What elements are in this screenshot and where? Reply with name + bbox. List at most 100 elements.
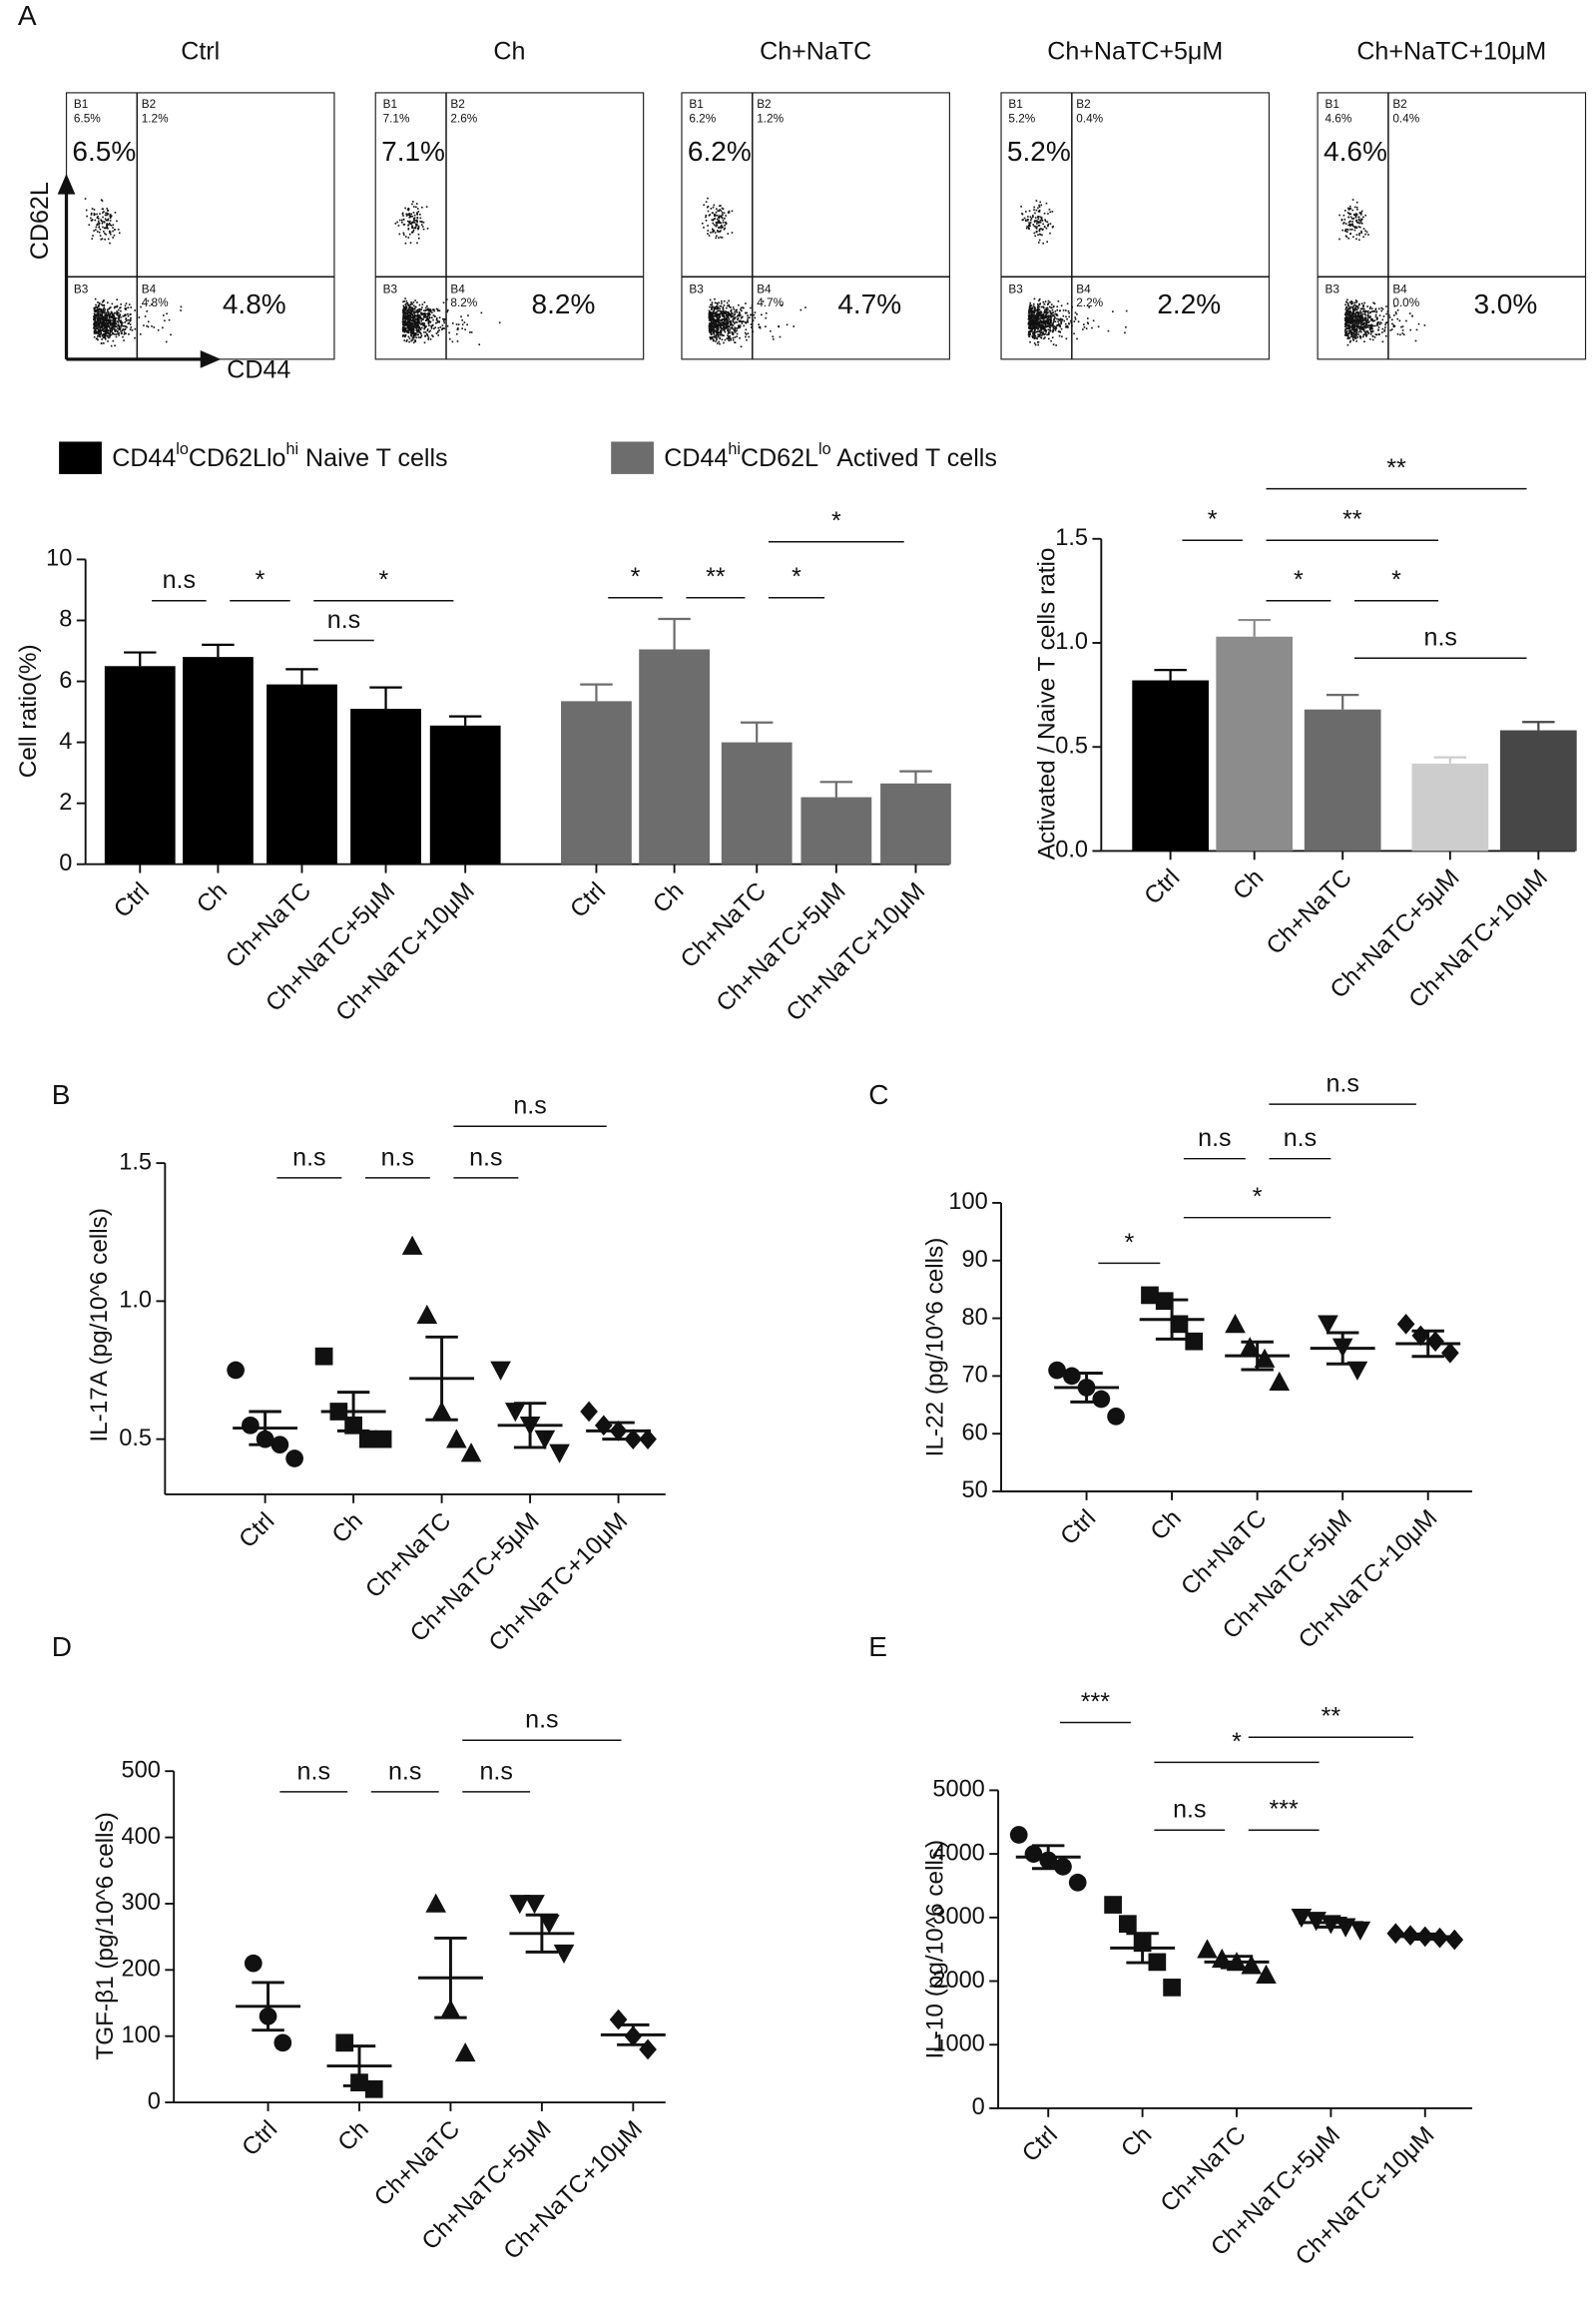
event-dot xyxy=(1377,328,1379,331)
event-dot xyxy=(457,323,460,325)
event-dot xyxy=(100,303,103,305)
event-dot xyxy=(428,320,430,322)
event-dot xyxy=(717,210,719,212)
event-dot xyxy=(720,210,723,212)
event-dot xyxy=(429,313,431,315)
event-dot xyxy=(710,317,712,319)
event-dot xyxy=(417,336,420,338)
event-dot xyxy=(119,321,122,323)
event-dot xyxy=(423,331,425,333)
y-axis-label: Activated / Naive T cells ratio xyxy=(1034,548,1061,861)
event-dot xyxy=(725,323,727,326)
event-dot xyxy=(726,313,729,316)
event-dot xyxy=(409,303,412,306)
event-dot xyxy=(1357,319,1360,322)
event-dot xyxy=(1042,316,1045,318)
data-point xyxy=(509,1895,531,1915)
event-dot xyxy=(405,323,408,325)
upper-percent: 7.1% xyxy=(381,136,445,167)
event-dot xyxy=(412,316,415,319)
event-dot xyxy=(705,216,707,219)
event-dot xyxy=(1031,320,1033,322)
event-dot xyxy=(99,213,101,215)
event-dot xyxy=(754,316,757,319)
flow-title: Ch+NaTC+10μM xyxy=(1356,38,1546,66)
data-point xyxy=(524,1895,545,1915)
event-dot xyxy=(1065,309,1067,311)
event-dot xyxy=(1050,319,1053,321)
event-dot xyxy=(104,218,107,221)
event-dot xyxy=(433,315,436,317)
event-dot xyxy=(1044,327,1046,330)
event-dot xyxy=(732,331,735,334)
event-dot xyxy=(1343,334,1346,336)
event-dot xyxy=(732,306,735,308)
event-dot xyxy=(1376,323,1378,326)
event-dot xyxy=(107,313,110,315)
x-tick-label: Ch+NaTC xyxy=(1156,2121,1252,2217)
event-dot xyxy=(1057,299,1060,302)
event-dot xyxy=(110,233,112,236)
event-dot xyxy=(1344,322,1347,324)
event-dot xyxy=(1037,242,1040,244)
event-dot xyxy=(722,328,725,330)
event-dot xyxy=(731,232,734,234)
event-dot xyxy=(416,315,418,317)
event-dot xyxy=(407,228,410,231)
event-dot xyxy=(415,203,418,205)
significance-label: ** xyxy=(1386,454,1406,482)
legend-text-part: Actived T cells xyxy=(831,444,997,472)
event-dot xyxy=(721,312,724,315)
event-dot xyxy=(1343,316,1346,319)
event-dot xyxy=(180,305,183,308)
event-dot xyxy=(1048,323,1051,325)
event-dot xyxy=(96,305,98,308)
event-dot xyxy=(446,310,448,313)
legend-text-part: lo xyxy=(176,440,189,458)
event-dot xyxy=(436,309,439,312)
event-dot xyxy=(93,316,96,319)
event-dot xyxy=(157,328,160,331)
event-dot xyxy=(724,338,727,341)
event-dot xyxy=(93,209,96,211)
event-dot xyxy=(1353,301,1356,304)
event-dot xyxy=(1351,306,1354,308)
event-dot xyxy=(1354,308,1357,310)
event-dot xyxy=(443,327,445,329)
event-dot xyxy=(106,212,109,215)
quadrant-value: 1.2% xyxy=(757,113,784,126)
event-dot xyxy=(122,328,125,330)
event-dot xyxy=(1354,216,1357,219)
event-dot xyxy=(1348,337,1351,339)
quadrant-name: B3 xyxy=(74,284,89,296)
event-dot xyxy=(1050,321,1052,323)
event-dot xyxy=(716,329,718,332)
event-dot xyxy=(409,215,412,218)
event-dot xyxy=(1343,230,1346,233)
quadrant-name: B2 xyxy=(1392,98,1406,111)
event-dot xyxy=(711,301,714,303)
event-dot xyxy=(95,324,98,326)
event-dot xyxy=(405,307,407,309)
event-dot xyxy=(114,318,117,321)
event-dot xyxy=(407,313,410,316)
event-dot xyxy=(102,300,105,302)
event-dot xyxy=(720,327,723,329)
event-dot xyxy=(115,319,117,322)
event-dot xyxy=(438,309,441,312)
event-dot xyxy=(1364,313,1366,316)
legend-text-part: hi xyxy=(285,440,298,458)
event-dot xyxy=(1349,339,1352,342)
event-dot xyxy=(404,311,407,313)
event-dot xyxy=(1029,313,1031,316)
event-dot xyxy=(739,319,741,322)
event-dot xyxy=(106,335,109,337)
event-dot xyxy=(114,324,117,327)
event-dot xyxy=(1037,320,1039,322)
event-dot xyxy=(1041,313,1044,316)
event-dot xyxy=(1354,317,1357,319)
event-dot xyxy=(98,331,101,333)
event-dot xyxy=(415,336,417,339)
event-dot xyxy=(1355,301,1357,303)
event-dot xyxy=(1360,325,1363,328)
